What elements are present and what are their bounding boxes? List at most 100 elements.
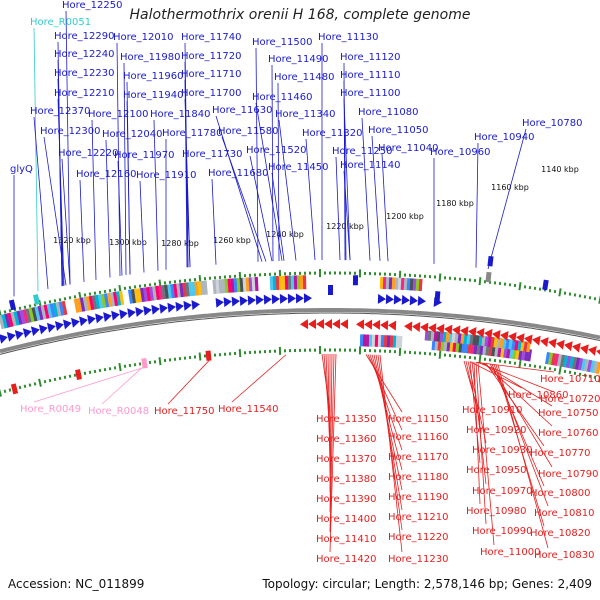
gene-label[interactable]: Hore_11720 <box>181 51 242 62</box>
gene-label[interactable]: Hore_11460 <box>252 92 313 103</box>
gene-label[interactable]: Hore_11420 <box>316 554 377 565</box>
gene-label[interactable]: Hore_12010 <box>113 32 174 43</box>
gene-label[interactable]: Hore_R0051 <box>30 17 91 28</box>
gene-label[interactable]: Hore_10790 <box>538 469 599 480</box>
gene-label[interactable]: Hore_10910 <box>462 405 523 416</box>
gene-label[interactable]: Hore_11980 <box>120 52 181 63</box>
gene-label[interactable]: Hore_11970 <box>114 150 175 161</box>
gene-label[interactable]: Hore_12370 <box>30 106 91 117</box>
gene-label[interactable]: Hore_12230 <box>54 68 115 79</box>
gene-label[interactable]: Hore_12040 <box>102 129 163 140</box>
gene-label[interactable]: Hore_11130 <box>318 32 379 43</box>
minor-tick <box>533 286 537 290</box>
gene-label[interactable]: Hore_11150 <box>388 414 449 425</box>
cog-block <box>233 278 238 293</box>
gene-label[interactable]: Hore_11120 <box>340 52 401 63</box>
gene-label[interactable]: Hore_11380 <box>316 474 377 485</box>
gene-label[interactable]: Hore_12240 <box>54 49 115 60</box>
gene-label[interactable]: Hore_11340 <box>275 109 336 120</box>
gene-label[interactable]: Hore_12250 <box>62 0 123 11</box>
gene-label[interactable]: Hore_12220 <box>58 148 119 159</box>
minor-tick <box>403 350 407 354</box>
gene-label[interactable]: Hore_11400 <box>316 514 377 525</box>
gene-label[interactable]: Hore_11210 <box>388 512 449 523</box>
gene-label[interactable]: Hore_10720 <box>540 394 600 405</box>
gene-label[interactable]: Hore_10810 <box>534 508 595 519</box>
gene-label[interactable]: Hore_10940 <box>474 132 535 143</box>
gene-label[interactable]: Hore_R0049 <box>20 404 81 415</box>
gene-label[interactable]: Hore_11100 <box>340 88 401 99</box>
gene-label[interactable]: Hore_11580 <box>218 126 279 137</box>
leader-line <box>126 100 131 275</box>
gene-label[interactable]: Hore_11170 <box>388 452 449 463</box>
gene-label[interactable]: Hore_11000 <box>480 547 541 558</box>
gene-label[interactable]: Hore_11780 <box>162 128 223 139</box>
gene-label[interactable]: Hore_11360 <box>316 434 377 445</box>
gene-label[interactable]: Hore_11910 <box>136 170 197 181</box>
gene-label[interactable]: Hore_11410 <box>316 534 377 545</box>
gene-label[interactable]: Hore_11940 <box>123 90 184 101</box>
gene-label[interactable]: Hore_12290 <box>54 31 115 42</box>
gene-label[interactable]: Hore_12160 <box>76 169 137 180</box>
cog-block <box>430 330 435 342</box>
gene-label[interactable]: Hore_11250 <box>332 146 393 157</box>
gene-label[interactable]: Hore_11040 <box>378 143 439 154</box>
gene-label[interactable]: Hore_11840 <box>150 109 211 120</box>
gene-label[interactable]: Hore_R0048 <box>88 406 149 417</box>
gene-label[interactable]: Hore_11750 <box>154 406 215 417</box>
gene-label[interactable]: Hore_10860 <box>508 390 569 401</box>
gene-label[interactable]: Hore_11350 <box>316 414 377 425</box>
gene-label[interactable]: Hore_12300 <box>40 126 101 137</box>
gene-label[interactable]: Hore_12210 <box>54 88 115 99</box>
gene-label[interactable]: Hore_10980 <box>466 506 527 517</box>
gene-label[interactable]: Hore_10970 <box>472 486 533 497</box>
gene-label[interactable]: Hore_11140 <box>340 160 401 171</box>
gene-label[interactable]: Hore_10750 <box>538 408 599 419</box>
gene-label[interactable]: Hore_11190 <box>388 492 449 503</box>
gene-label[interactable]: Hore_10950 <box>466 465 527 476</box>
gene-label[interactable]: Hore_11450 <box>268 162 329 173</box>
gene-label[interactable]: Hore_11490 <box>268 54 329 65</box>
gene-label[interactable]: Hore_10930 <box>472 445 533 456</box>
gene-label[interactable]: glyQ <box>10 164 33 175</box>
gene-label[interactable]: Hore_11180 <box>388 472 449 483</box>
gene-label[interactable]: Hore_11480 <box>274 72 335 83</box>
gene-label[interactable]: Hore_11050 <box>368 125 429 136</box>
gene-label[interactable]: Hore_11520 <box>246 145 307 156</box>
gene-label[interactable]: Hore_11630 <box>212 105 273 116</box>
gene-label[interactable]: Hore_11710 <box>181 69 242 80</box>
cog-block <box>49 303 56 318</box>
gene-label[interactable]: Hore_11110 <box>340 70 401 81</box>
forward-gene-arrows-right <box>377 293 442 307</box>
gene-label[interactable]: Hore_11700 <box>181 88 242 99</box>
gene-label[interactable]: Hore_11740 <box>181 32 242 43</box>
gene-label[interactable]: Hore_11960 <box>123 71 184 82</box>
gene-label[interactable]: Hore_10830 <box>534 550 595 561</box>
gene-label[interactable]: Hore_11390 <box>316 494 377 505</box>
gene-label[interactable]: Hore_11500 <box>252 37 313 48</box>
leader-line <box>475 362 487 525</box>
gene-label[interactable]: Hore_11230 <box>388 554 449 565</box>
minor-tick <box>273 349 277 353</box>
gene-label[interactable]: Hore_11320 <box>302 128 363 139</box>
gene-label[interactable]: Hore_10820 <box>530 528 591 539</box>
gene-label[interactable]: Hore_11160 <box>388 432 449 443</box>
gene-label[interactable]: Hore_12100 <box>88 109 149 120</box>
gene-label[interactable]: Hore_11730 <box>182 149 243 160</box>
gene-label[interactable]: Hore_11680 <box>208 168 269 179</box>
minor-tick <box>58 298 62 302</box>
gene-label[interactable]: Hore_10990 <box>472 526 533 537</box>
major-tick <box>598 295 600 304</box>
gene-label[interactable]: Hore_10770 <box>530 448 591 459</box>
gene-label[interactable]: Hore_11370 <box>316 454 377 465</box>
gene-label[interactable]: Hore_11080 <box>358 107 419 118</box>
gene-label[interactable]: Hore_10780 <box>522 118 583 129</box>
gene-label[interactable]: Hore_11220 <box>388 532 449 543</box>
gene-label[interactable]: Hore_10920 <box>466 425 527 436</box>
gene-label[interactable]: Hore_10760 <box>538 428 599 439</box>
gene-label[interactable]: Hore_10800 <box>530 488 591 499</box>
gene-label[interactable]: Hore_11540 <box>218 404 279 415</box>
reverse-gene-arrow <box>588 345 597 356</box>
gene-label[interactable]: Hore_10960 <box>430 147 491 158</box>
gene-label[interactable]: Hore_10710 <box>540 374 600 385</box>
